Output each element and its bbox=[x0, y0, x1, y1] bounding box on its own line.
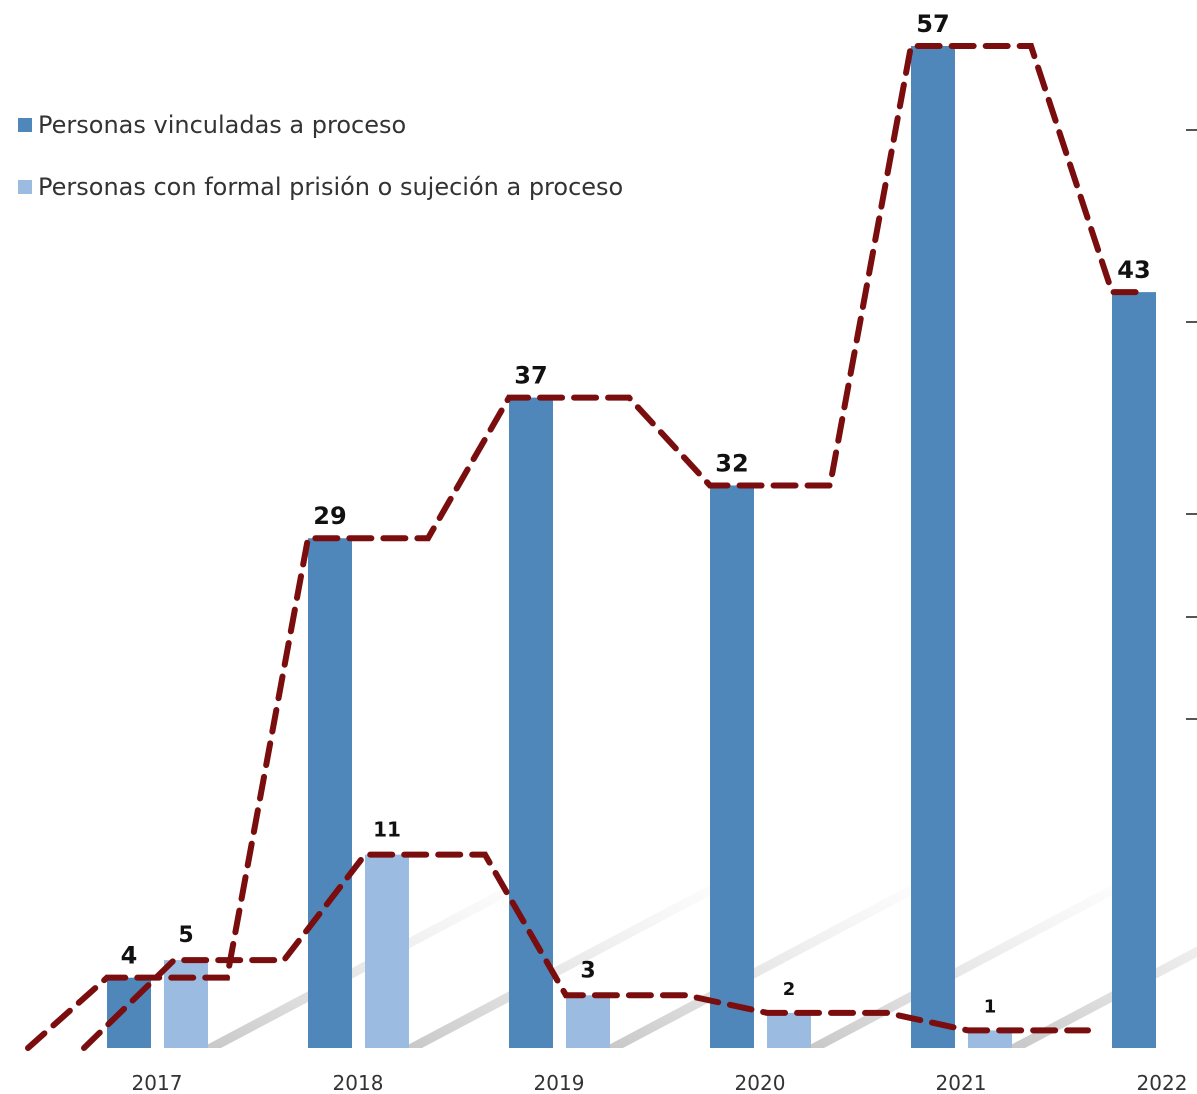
data-label-formal-prision-2019: 3 bbox=[580, 958, 595, 983]
legend-item-vinculadas: Personas vinculadas a proceso bbox=[18, 108, 623, 142]
bar-shadows bbox=[201, 868, 1197, 1048]
bar-vinculadas-2021 bbox=[911, 46, 955, 1048]
bar-formal-prision-2017 bbox=[164, 960, 208, 1048]
data-label-vinculadas-2021: 57 bbox=[916, 10, 949, 38]
data-label-vinculadas-2019: 37 bbox=[514, 362, 547, 390]
data-label-vinculadas-2018: 29 bbox=[313, 502, 346, 530]
x-tick-label-2017: 2017 bbox=[132, 1071, 183, 1094]
x-tick-label-2019: 2019 bbox=[534, 1071, 585, 1094]
legend-swatch-formal-prision bbox=[18, 180, 32, 194]
legend-swatch-vinculadas bbox=[18, 118, 32, 132]
x-tick-label-2020: 2020 bbox=[735, 1071, 786, 1094]
bar-formal-prision-2021 bbox=[968, 1030, 1012, 1048]
trend-lines bbox=[25, 43, 1145, 1051]
legend-item-formal-prision: Personas con formal prisión o sujeción a… bbox=[18, 170, 623, 204]
bar-vinculadas-2018 bbox=[308, 538, 352, 1048]
bars bbox=[107, 46, 1156, 1049]
data-label-formal-prision-2018: 11 bbox=[373, 818, 401, 842]
data-labels: 4 5 29 11 37 3 32 2 57 1 43 bbox=[121, 10, 1151, 1017]
bar-shadow bbox=[402, 868, 762, 1048]
bar-formal-prision-2020 bbox=[767, 1012, 811, 1048]
trend-line-vinculadas bbox=[25, 43, 1145, 1051]
x-axis: 2017 2018 2019 2020 2021 2022 bbox=[132, 1071, 1188, 1094]
right-edge-ticks bbox=[1186, 129, 1197, 720]
bar-vinculadas-2020 bbox=[710, 485, 754, 1048]
bar-formal-prision-2019 bbox=[566, 995, 610, 1048]
bar-shadow bbox=[804, 868, 1164, 1048]
legend-label-vinculadas: Personas vinculadas a proceso bbox=[38, 111, 407, 139]
data-label-vinculadas-2022: 43 bbox=[1117, 256, 1150, 284]
data-label-formal-prision-2017: 5 bbox=[178, 923, 193, 948]
x-tick-label-2021: 2021 bbox=[936, 1071, 987, 1094]
bar-vinculadas-2019 bbox=[509, 397, 553, 1048]
bar-formal-prision-2018 bbox=[365, 854, 409, 1048]
data-label-formal-prision-2021: 1 bbox=[984, 996, 997, 1017]
bar-vinculadas-2022 bbox=[1112, 292, 1156, 1049]
legend: Personas vinculadas a proceso Personas c… bbox=[18, 108, 623, 232]
x-tick-label-2022: 2022 bbox=[1137, 1071, 1188, 1094]
trend-line-formal-prision bbox=[81, 851, 1091, 1051]
data-label-formal-prision-2020: 2 bbox=[783, 979, 796, 1000]
x-tick-label-2018: 2018 bbox=[333, 1071, 384, 1094]
legend-label-formal-prision: Personas con formal prisión o sujeción a… bbox=[38, 173, 624, 201]
bar-shadow bbox=[603, 868, 963, 1048]
data-label-vinculadas-2020: 32 bbox=[715, 449, 748, 477]
data-label-vinculadas-2017: 4 bbox=[121, 942, 138, 970]
